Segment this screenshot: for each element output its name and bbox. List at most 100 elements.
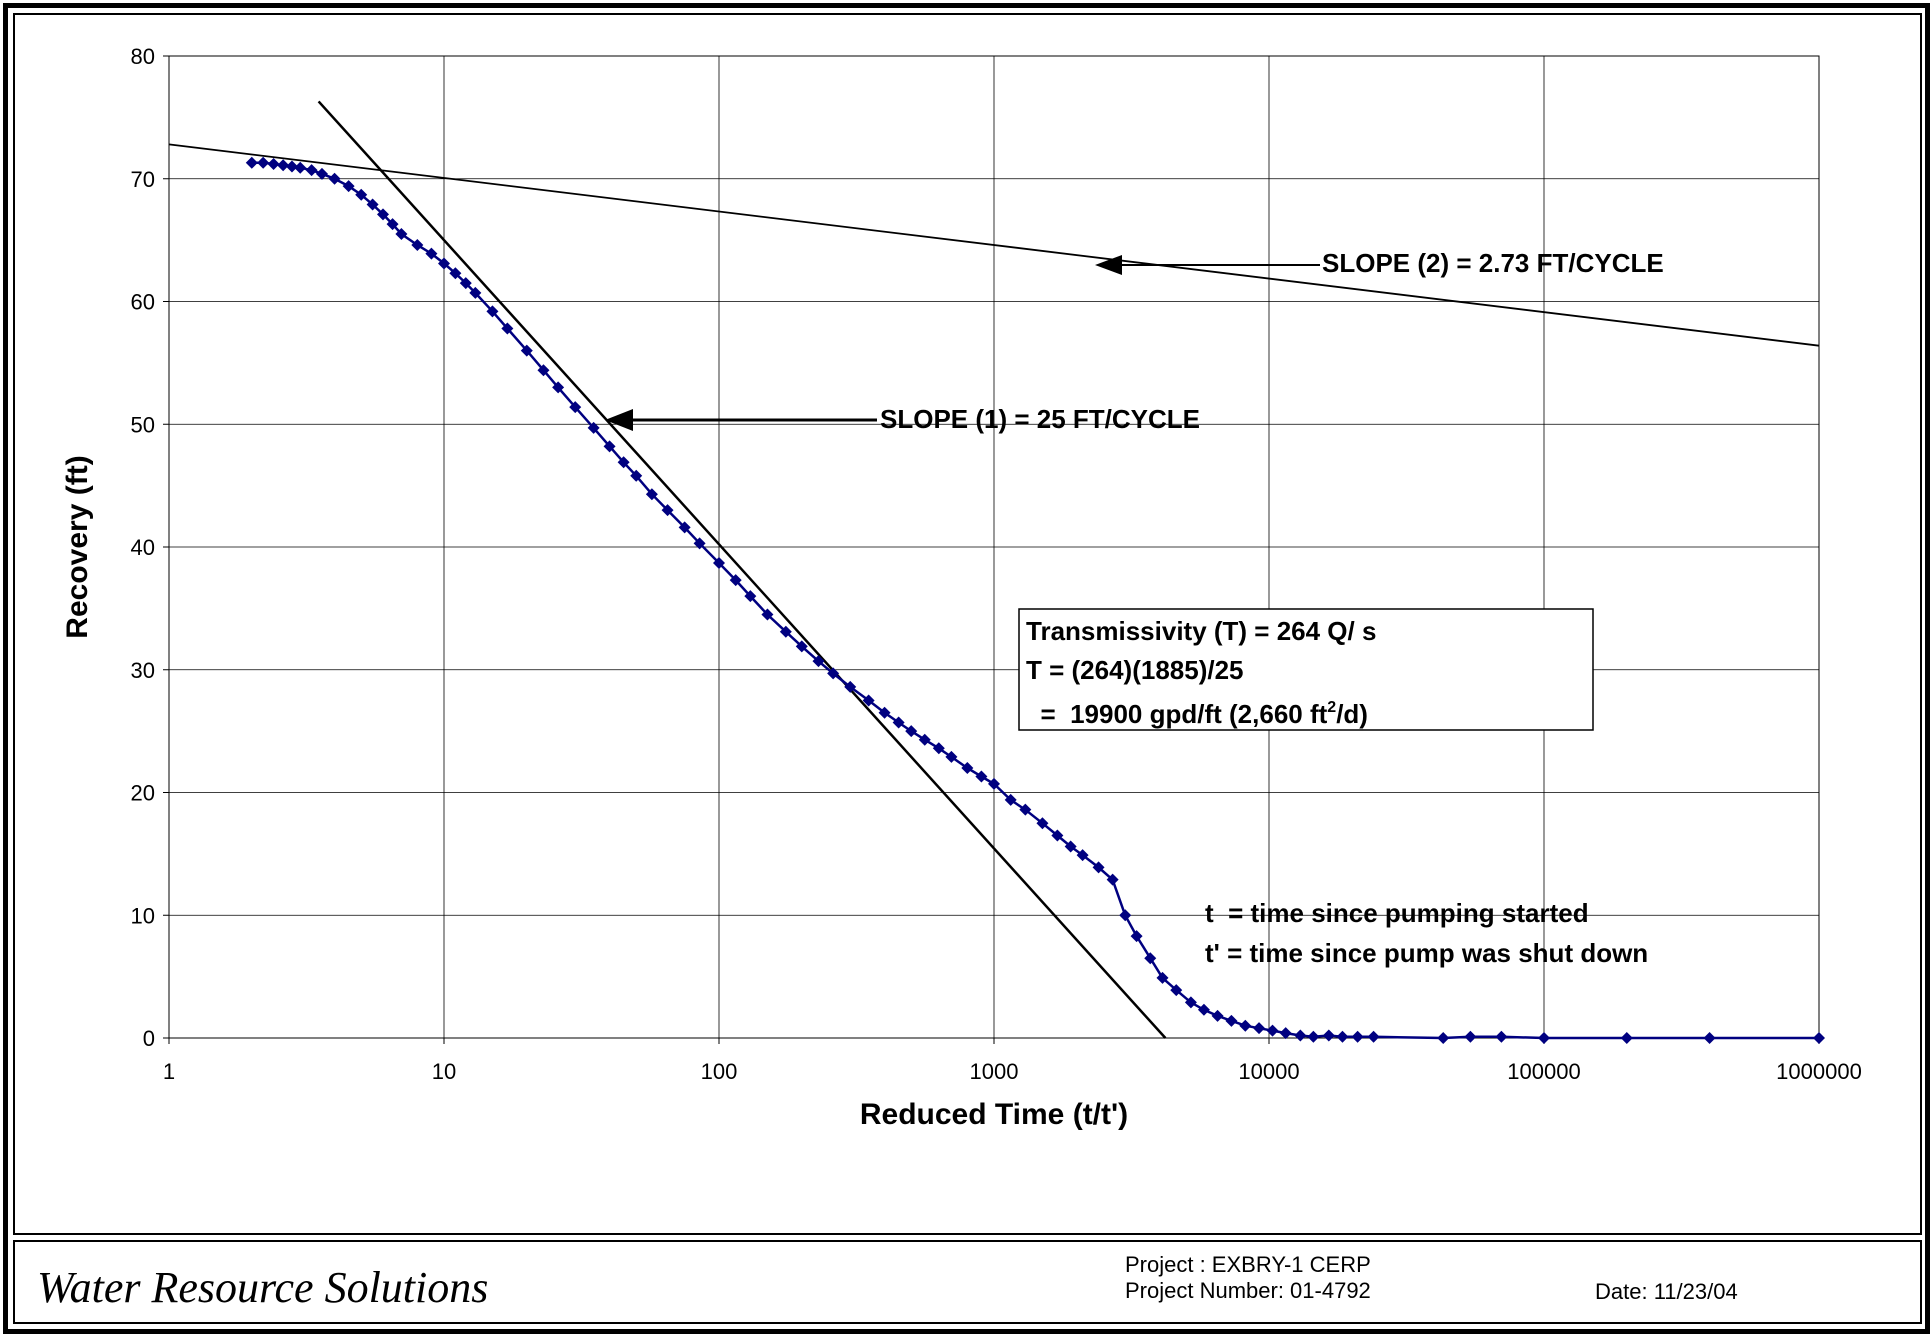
data-point <box>1703 1032 1716 1044</box>
tick-labels: 1 10 100 1000 10000 100000 1000000 0 10 20 30 40 50 6… <box>131 44 1862 1084</box>
page-frame: 1 10 100 1000 10000 100000 1000000 0 10 20 30 40 50 6… <box>3 3 1930 1334</box>
data-point <box>328 172 341 185</box>
data-point <box>827 667 840 680</box>
data-point <box>1197 1003 1210 1016</box>
data-point <box>366 198 379 211</box>
project-info: Project : EXBRY-1 CERP Project Number: 0… <box>1125 1252 1371 1304</box>
data-point <box>878 706 891 719</box>
data-point <box>425 247 438 260</box>
data-point <box>552 381 565 394</box>
x-tick-label: 1000000 <box>1776 1059 1862 1084</box>
data-point <box>1239 1019 1252 1032</box>
x-axis-label: Reduced Time (t/t') <box>860 1098 1128 1131</box>
data-point <box>892 716 905 729</box>
x-tick-label: 100 <box>701 1059 738 1084</box>
data-point <box>744 590 757 603</box>
data-point <box>486 305 499 318</box>
y-tick-label: 30 <box>131 658 155 683</box>
transmissivity-line-3-post: /d) <box>1336 699 1368 729</box>
x-tick-label: 10 <box>432 1059 456 1084</box>
y-tick-label: 80 <box>131 44 155 69</box>
data-point <box>1064 840 1077 853</box>
y-tick-label: 50 <box>131 412 155 437</box>
x-tick-label: 100000 <box>1507 1059 1580 1084</box>
y-axis-label: Recovery (ft) <box>61 455 94 638</box>
data-point <box>294 161 307 174</box>
data-point <box>355 188 368 201</box>
data-point <box>1019 803 1032 816</box>
data-point <box>1225 1014 1238 1027</box>
data-point <box>411 239 424 252</box>
chart-panel: 1 10 100 1000 10000 100000 1000000 0 10 20 30 40 50 6… <box>13 13 1922 1235</box>
data-point <box>779 625 792 638</box>
slope1-label: SLOPE (1) = 25 FT/CYCLE <box>880 404 1200 434</box>
data-point <box>1051 829 1064 842</box>
data-point <box>469 286 482 299</box>
data-point <box>1036 817 1049 830</box>
data-point <box>1464 1030 1477 1043</box>
data-point <box>945 750 958 763</box>
data-point <box>1144 952 1157 965</box>
data-point <box>661 504 674 517</box>
data-point <box>961 761 974 774</box>
y-tick-label: 0 <box>143 1026 155 1051</box>
data-point <box>1495 1030 1508 1043</box>
company-name: Water Resource Solutions <box>37 1263 489 1312</box>
data-point <box>761 608 774 621</box>
data-point <box>315 167 328 180</box>
data-point <box>918 733 931 746</box>
grid <box>163 55 1820 1044</box>
data-point <box>537 364 550 377</box>
y-tick-label: 40 <box>131 535 155 560</box>
data-point <box>1336 1030 1349 1043</box>
data-point <box>862 694 875 707</box>
data-point <box>713 556 725 569</box>
data-point <box>1170 984 1183 997</box>
project-number: Project Number: 01-4792 <box>1125 1278 1371 1303</box>
data-point <box>1092 861 1105 874</box>
data-point <box>1119 909 1132 922</box>
data-point <box>1279 1027 1292 1040</box>
project-name: Project : EXBRY-1 CERP <box>1125 1252 1371 1277</box>
data-point <box>285 160 298 173</box>
data-point <box>277 159 290 172</box>
y-tick-label: 20 <box>131 781 155 806</box>
data-point <box>1076 849 1089 862</box>
data-point <box>693 537 706 550</box>
data-point <box>1307 1030 1320 1043</box>
data-point <box>376 208 389 221</box>
data-point <box>678 521 691 534</box>
data-point <box>1211 1009 1224 1022</box>
data-series <box>245 156 1825 1044</box>
data-point <box>501 322 514 335</box>
transmissivity-line-2: T = (264)(1885)/25 <box>1026 655 1244 685</box>
data-point <box>1367 1030 1380 1043</box>
fit-lines <box>168 100 1820 1039</box>
transmissivity-box <box>1018 608 1594 731</box>
data-point <box>1351 1030 1364 1043</box>
legend-t: t = time since pumping started <box>1205 898 1589 928</box>
data-point <box>1813 1032 1825 1044</box>
data-point <box>459 277 472 290</box>
transmissivity-line-1: Transmissivity (T) = 264 Q/ s <box>1026 616 1376 646</box>
data-point <box>975 770 988 783</box>
data-point <box>342 180 355 193</box>
data-point <box>1538 1032 1550 1044</box>
transmissivity-line-3-sup: 2 <box>1327 699 1336 716</box>
data-point <box>603 440 616 453</box>
footer: Water Resource Solutions Project : EXBRY… <box>13 1240 1922 1324</box>
data-point <box>438 257 450 270</box>
data-point <box>386 218 399 231</box>
data-point <box>305 164 318 177</box>
data-point <box>630 469 643 482</box>
data-point <box>1130 930 1143 943</box>
legend-t-prime: t' = time since pump was shut down <box>1205 938 1648 968</box>
data-point <box>988 777 1000 790</box>
data-point <box>1184 996 1197 1009</box>
data-point <box>1106 873 1119 886</box>
data-point <box>905 725 918 738</box>
data-point <box>812 655 825 668</box>
data-point <box>257 156 270 169</box>
x-tick-label: 1 <box>163 1059 175 1084</box>
data-point <box>795 640 808 653</box>
